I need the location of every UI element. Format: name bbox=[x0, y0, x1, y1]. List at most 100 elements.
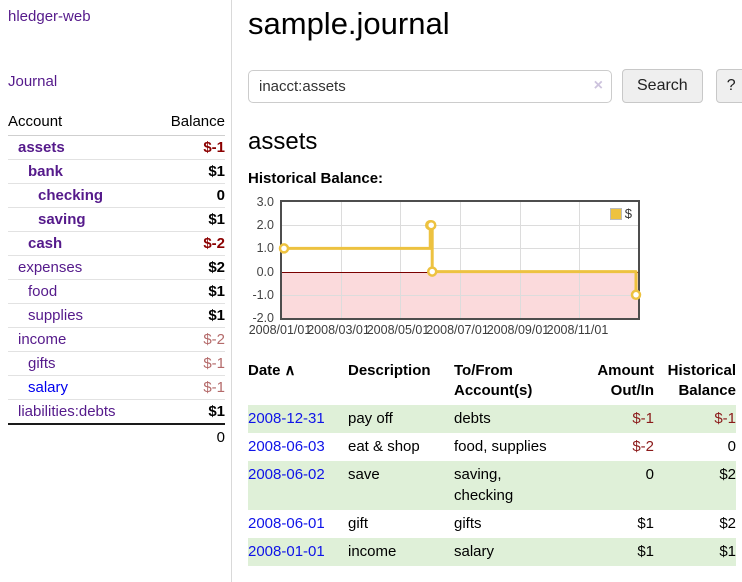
account-row: expenses $2 bbox=[8, 255, 225, 280]
chart-legend: $ bbox=[607, 205, 634, 222]
chart-y-axis: 3.0 2.0 1.0 0.0 -1.0 -2.0 bbox=[248, 195, 276, 325]
search-input[interactable] bbox=[248, 69, 612, 103]
account-link[interactable]: expenses bbox=[18, 259, 83, 276]
account-link[interactable]: food bbox=[28, 283, 58, 300]
account-link[interactable]: checking bbox=[38, 187, 104, 204]
y-tick-label: 2.0 bbox=[256, 218, 274, 233]
account-balance: $-1 bbox=[152, 351, 225, 376]
clear-search-icon[interactable]: × bbox=[593, 76, 603, 94]
transaction-date-link[interactable]: 2008-06-02 bbox=[248, 465, 325, 483]
transaction-date-link[interactable]: 2008-12-31 bbox=[248, 410, 325, 427]
sidebar-nav: Journal bbox=[8, 73, 225, 90]
accounts-header-balance: Balance bbox=[152, 111, 225, 136]
search-input-wrap: × bbox=[248, 69, 612, 103]
account-heading: assets bbox=[248, 128, 318, 155]
y-tick-label: -2.0 bbox=[252, 311, 274, 325]
account-balance: $-2 bbox=[152, 327, 225, 352]
transaction-balance: $-1 bbox=[714, 410, 736, 427]
account-link[interactable]: saving bbox=[38, 211, 86, 228]
chart-point bbox=[630, 289, 642, 301]
transaction-balance: 0 bbox=[727, 437, 736, 455]
account-balance: $1 bbox=[152, 399, 225, 424]
account-row: supplies $1 bbox=[8, 303, 225, 328]
accounts-header-account: Account bbox=[8, 111, 153, 136]
register-row[interactable]: 2008-12-31 pay off debts $-1 $-1 bbox=[248, 405, 736, 433]
register-row[interactable]: 2008-06-02 save saving, checking 0 $2 bbox=[248, 460, 736, 510]
chart-title: Historical Balance: bbox=[248, 170, 384, 187]
transaction-description: save bbox=[348, 465, 380, 483]
register-header-balance: Historical Balance bbox=[667, 362, 736, 399]
y-tick-label: 3.0 bbox=[256, 195, 274, 209]
sidebar-item-journal[interactable]: Journal bbox=[8, 73, 58, 90]
register-row[interactable]: 2008-06-01 gift gifts $1 $2 bbox=[248, 510, 736, 538]
register-row[interactable]: 2008-01-01 income salary $1 $1 bbox=[248, 537, 736, 566]
account-link[interactable]: liabilities:debts bbox=[18, 403, 116, 420]
account-balance: $1 bbox=[152, 207, 225, 232]
chart-point bbox=[426, 266, 438, 277]
account-row: income $-2 bbox=[8, 327, 225, 352]
account-link[interactable]: bank bbox=[28, 163, 64, 180]
transaction-balance: $2 bbox=[719, 515, 736, 532]
account-link[interactable]: gifts bbox=[28, 355, 56, 372]
account-row: gifts $-1 bbox=[8, 351, 225, 376]
register-row[interactable]: 2008-06-03 eat & shop food, supplies $-2 0 bbox=[248, 433, 736, 461]
x-tick-label: 2008/09/01 bbox=[486, 323, 550, 337]
accounts-table-header-row: Account Balance bbox=[8, 111, 225, 136]
account-row: salary $-1 bbox=[8, 375, 225, 400]
help-button[interactable]: ? bbox=[715, 69, 742, 103]
chart-point bbox=[278, 243, 290, 254]
x-tick-label: 2008/03/01 bbox=[307, 323, 370, 337]
account-row: checking 0 bbox=[8, 183, 225, 208]
register-header-date[interactable]: Date ∧ bbox=[248, 362, 296, 379]
transaction-amount: $-2 bbox=[632, 437, 654, 455]
account-row: food $1 bbox=[8, 279, 225, 304]
gridline bbox=[282, 248, 638, 250]
gridline bbox=[340, 202, 342, 318]
gridline bbox=[579, 202, 581, 318]
register-header-description: Description bbox=[348, 362, 431, 379]
legend-label: $ bbox=[624, 206, 632, 221]
transaction-amount: $1 bbox=[637, 515, 654, 532]
account-row: bank $1 bbox=[8, 159, 225, 184]
transaction-amount: $-1 bbox=[632, 410, 654, 427]
transaction-accounts: gifts bbox=[454, 515, 482, 532]
account-link[interactable]: salary bbox=[28, 379, 69, 396]
register-header-row: Date ∧ Description To/From Account(s) Amo… bbox=[248, 359, 736, 405]
transaction-accounts: saving, checking bbox=[454, 465, 514, 505]
gridline bbox=[282, 225, 638, 227]
gridline bbox=[519, 202, 521, 318]
chart-point bbox=[425, 219, 437, 231]
transaction-date-link[interactable]: 2008-06-01 bbox=[248, 515, 325, 532]
account-link[interactable]: cash bbox=[28, 235, 63, 252]
transaction-description: income bbox=[348, 542, 397, 560]
brand-link[interactable]: hledger-web bbox=[8, 8, 91, 25]
account-row: saving $1 bbox=[8, 207, 225, 232]
transaction-balance: $2 bbox=[719, 465, 736, 483]
account-row: liabilities:debts $1 bbox=[8, 399, 225, 424]
y-tick-label: -1.0 bbox=[252, 287, 274, 302]
account-balance: $1 bbox=[152, 159, 225, 184]
x-tick-label: 2008/07/01 bbox=[426, 323, 489, 337]
gridline bbox=[282, 294, 638, 296]
transaction-accounts: food, supplies bbox=[454, 437, 547, 455]
account-link[interactable]: assets bbox=[18, 139, 65, 156]
chart-x-axis: 2008/01/01 2008/03/01 2008/05/01 2008/07/01… bbox=[249, 323, 640, 337]
register-header-accounts: To/From Account(s) bbox=[454, 362, 533, 399]
sidebar: hledger-web Journal Account Balance asse… bbox=[0, 0, 232, 582]
accounts-total-row: 0 bbox=[8, 423, 225, 450]
accounts-table: Account Balance assets $-1 bank $1 checking 0… bbox=[8, 111, 225, 450]
account-link[interactable]: supplies bbox=[28, 307, 84, 324]
search-button[interactable]: Search bbox=[622, 69, 703, 103]
historical-balance-chart: 3.0 2.0 1.0 0.0 -1.0 -2.0 $ 2008/01/01 2008/03… bbox=[248, 195, 644, 337]
main-content: sample.journal × Search ? assets Histori… bbox=[232, 0, 742, 582]
transaction-amount: $1 bbox=[637, 542, 654, 560]
gridline bbox=[400, 202, 402, 318]
account-balance: $1 bbox=[152, 279, 225, 304]
transaction-accounts: debts bbox=[454, 410, 491, 427]
search-form: × Search ? bbox=[248, 69, 742, 103]
account-link[interactable]: income bbox=[18, 331, 67, 348]
transaction-date-link[interactable]: 2008-01-01 bbox=[248, 542, 325, 560]
transaction-date-link[interactable]: 2008-06-03 bbox=[248, 437, 325, 455]
account-balance: 0 bbox=[152, 183, 225, 208]
